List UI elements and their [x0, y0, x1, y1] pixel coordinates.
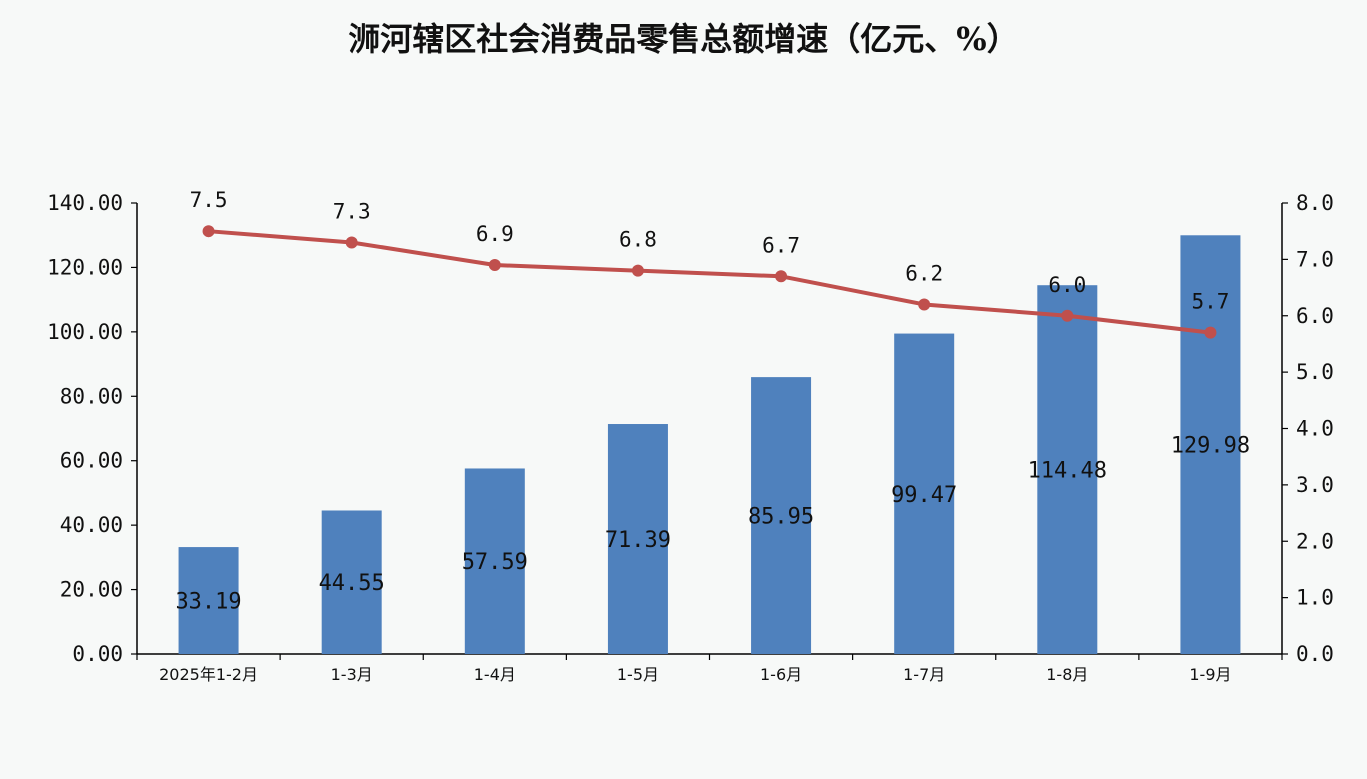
right-tick-label: 7.0	[1296, 247, 1334, 271]
right-tick-label: 1.0	[1296, 586, 1334, 610]
x-tick-label: 1-3月	[331, 665, 373, 684]
bar-series	[178, 235, 1241, 654]
line-data-label: 6.8	[619, 228, 657, 252]
bar-data-label: 99.47	[891, 483, 957, 508]
left-tick-label: 140.00	[47, 191, 123, 215]
bar	[751, 377, 812, 654]
bar	[1180, 235, 1241, 654]
bar	[607, 424, 668, 654]
line-series	[202, 225, 1217, 339]
x-tick-label: 1-6月	[760, 665, 802, 684]
line-data-label: 6.9	[476, 222, 514, 246]
bar-data-label: 85.95	[748, 505, 814, 530]
bar-data-label: 129.98	[1171, 434, 1250, 459]
line-data-label: 5.7	[1191, 290, 1229, 314]
bar-data-label: 44.55	[319, 571, 385, 596]
right-tick-label: 0.0	[1296, 642, 1334, 666]
bar-data-label: 57.59	[462, 550, 528, 575]
right-tick-label: 3.0	[1296, 473, 1334, 497]
bar	[894, 333, 955, 654]
line-point	[202, 225, 215, 238]
bar	[464, 468, 525, 654]
line-data-label: 7.5	[190, 188, 228, 212]
x-tick-label: 2025年1-2月	[159, 665, 258, 684]
line-point	[918, 298, 931, 311]
line-point	[631, 264, 644, 277]
left-y-axis: 0.00 20.00 40.00 60.00 80.00 100.00 120.00 140.…	[47, 191, 138, 666]
bar-data-label: 71.39	[605, 528, 671, 553]
line-point	[1204, 326, 1217, 339]
line-point	[345, 236, 358, 249]
bar-data-labels: 33.19 44.55 57.59 71.39 85.95 99.47 114.48 129.…	[175, 434, 1250, 615]
bar-data-label: 33.19	[175, 590, 241, 615]
right-tick-label: 5.0	[1296, 360, 1334, 384]
x-axis: 2025年1-2月 1-3月 1-4月 1-5月 1-6月 1-7月 1-8月 1-9月	[136, 653, 1283, 684]
right-tick-label: 4.0	[1296, 417, 1334, 441]
right-tick-label: 2.0	[1296, 529, 1334, 553]
line-data-label: 6.7	[762, 233, 800, 257]
chart-title: 浉河辖区社会消费品零售总额增速（亿元、%）	[348, 20, 1019, 58]
x-tick-label: 1-8月	[1046, 665, 1088, 684]
line-data-labels: 7.5 7.3 6.9 6.8 6.7 6.2 6.0 5.7	[190, 188, 1230, 313]
bar	[1037, 285, 1098, 654]
right-tick-label: 6.0	[1296, 304, 1334, 328]
left-tick-label: 100.00	[47, 320, 123, 344]
left-tick-label: 120.00	[47, 255, 123, 279]
left-tick-label: 40.00	[60, 513, 123, 537]
bar	[321, 510, 382, 654]
x-tick-label: 1-5月	[617, 665, 659, 684]
left-tick-label: 20.00	[60, 578, 123, 602]
line-point	[488, 259, 501, 272]
line-data-label: 6.2	[905, 261, 943, 285]
bar	[178, 547, 239, 654]
line-data-label: 6.0	[1048, 273, 1086, 297]
right-y-axis: 0.0 1.0 2.0 3.0 4.0 5.0 6.0 7.0 8.0	[1281, 191, 1334, 666]
line-point	[1061, 309, 1074, 322]
right-tick-label: 8.0	[1296, 191, 1334, 215]
x-tick-label: 1-9月	[1189, 665, 1231, 684]
left-tick-label: 60.00	[60, 449, 123, 473]
left-tick-label: 0.00	[72, 642, 123, 666]
x-tick-label: 1-7月	[903, 665, 945, 684]
line-data-label: 7.3	[333, 199, 371, 223]
x-tick-label: 1-4月	[474, 665, 516, 684]
bar-data-label: 114.48	[1028, 459, 1107, 484]
left-tick-label: 80.00	[60, 384, 123, 408]
line-point	[775, 270, 788, 283]
line-path	[208, 229, 1211, 335]
